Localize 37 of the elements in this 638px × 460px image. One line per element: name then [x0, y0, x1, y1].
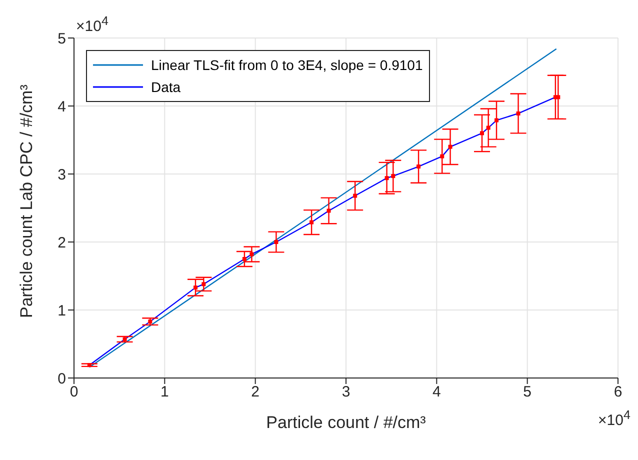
point [326, 208, 331, 213]
point [556, 95, 560, 100]
point [448, 144, 452, 149]
point [310, 220, 314, 224]
point [480, 131, 484, 136]
point [193, 286, 198, 290]
x-tick-label: 2 [251, 384, 260, 401]
point [391, 174, 396, 178]
text: ×10$^{4}$ [598, 408, 630, 429]
x-tick-label: 1 [160, 384, 169, 401]
legend-label: Linear TLS-fit from 0 to 3E4, slope = 0.9101 [151, 56, 423, 75]
point [516, 111, 520, 116]
point [384, 176, 389, 180]
y-axis-title: Particle count Lab CPC / #/cm³ [17, 84, 36, 318]
point [353, 194, 358, 198]
y-tick-label: 4 [58, 98, 66, 116]
x-tick-label: 6 [614, 384, 622, 401]
y-tick-label: 0 [58, 370, 66, 388]
x-tick-label: 3 [342, 384, 350, 401]
y-tick-label: 5 [58, 30, 66, 48]
y-tick-label: 2 [58, 234, 66, 252]
y-tick-label: 3 [58, 166, 66, 184]
point [274, 240, 278, 244]
point [416, 164, 421, 169]
point [202, 282, 206, 286]
x-tick-label: 0 [70, 384, 78, 401]
point [486, 126, 490, 130]
x-tick-label: 5 [523, 384, 532, 401]
point [250, 252, 254, 256]
point [440, 154, 444, 158]
x-axis-title: Particle count / #/cm³ [266, 413, 426, 432]
x-tick-label: 4 [432, 384, 441, 401]
point [242, 257, 246, 261]
legend-label: Data [151, 78, 181, 97]
point [494, 118, 499, 122]
y-tick-label: 1 [58, 302, 66, 320]
text: ×10$^{4}$ [76, 14, 108, 35]
